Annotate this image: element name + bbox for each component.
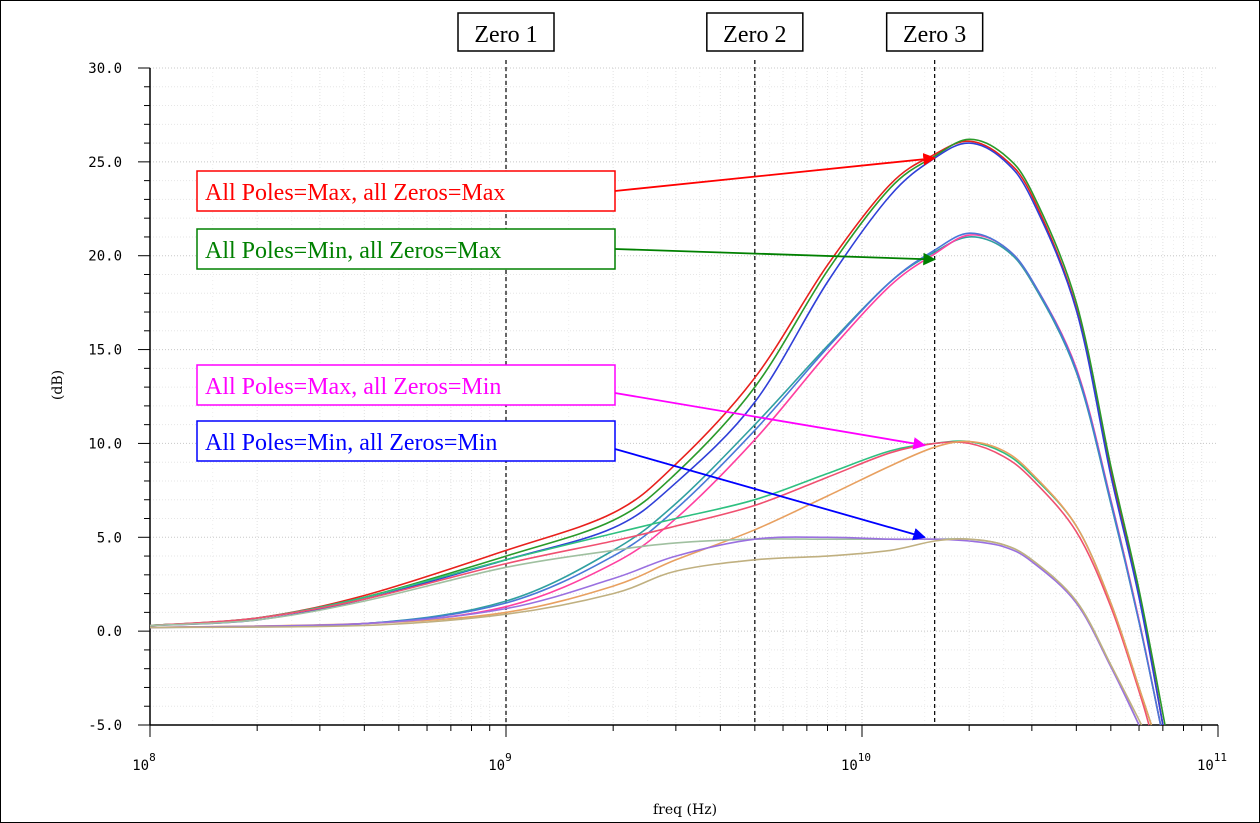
zero-marker-box [706, 12, 804, 52]
x-tick-exponent: 11 [1214, 751, 1227, 764]
annotation-label: All Poles=Min, all Zeros=Min [205, 430, 497, 456]
y-tick-label: 25.0 [88, 155, 122, 171]
x-tick-label: 1011 [1197, 751, 1227, 774]
y-tick-label: 0.0 [97, 624, 122, 640]
axis-titles: freq (Hz) (dB) [50, 370, 717, 818]
axes: 1081091010101130.025.020.015.010.05.00.0… [88, 61, 1227, 774]
annotation-arrow [614, 248, 936, 266]
series-line-5 [149, 232, 1162, 726]
y-tick-label: 20.0 [88, 249, 122, 265]
annotation-label: All Poles=Min, all Zeros=Max [205, 238, 501, 264]
series-line-1 [149, 138, 1166, 726]
x-tick-exponent: 9 [505, 751, 512, 764]
annotation-label: All Poles=Max, all Zeros=Max [205, 180, 505, 206]
series-line-6 [149, 440, 1153, 726]
x-tick-exponent: 8 [149, 751, 156, 764]
annotations: All Poles=Max, all Zeros=Max All Poles=Mi… [196, 152, 936, 541]
y-tick-label: 10.0 [88, 436, 122, 452]
y-tick-label: 15.0 [88, 343, 122, 359]
zero-marker-label: Zero 1 [474, 22, 537, 48]
x-tick-exponent: 10 [858, 751, 871, 764]
series-line-4 [149, 234, 1162, 726]
series-line-8 [149, 440, 1153, 726]
y-tick-label: 30.0 [88, 61, 122, 77]
annotation-arrow [614, 152, 936, 192]
annotation-label: All Poles=Max, all Zeros=Min [205, 374, 501, 400]
zero-marker-label: Zero 2 [723, 22, 786, 48]
series-line-3 [149, 236, 1162, 726]
annotation-arrow [614, 392, 926, 450]
y-axis-title: (dB) [50, 370, 66, 400]
x-tick-label: 108 [132, 751, 155, 774]
series-group [149, 138, 1166, 726]
annotation-box [196, 420, 616, 462]
series-line-10 [149, 536, 1140, 726]
x-axis-title: freq (Hz) [653, 802, 717, 818]
series-line-7 [149, 441, 1150, 726]
x-tick-label: 1010 [841, 751, 871, 774]
annotation-box [196, 170, 616, 212]
y-tick-label: 5.0 [97, 530, 122, 546]
zero-marker-label: Zero 3 [903, 22, 966, 48]
annotation-box [196, 364, 616, 406]
annotation-arrow [614, 448, 926, 541]
x-tick-label: 109 [488, 751, 511, 774]
zero-marker-box [885, 12, 984, 52]
zero-marker-box [457, 12, 555, 52]
y-tick-label: -5.0 [88, 718, 122, 734]
series-line-11 [149, 538, 1143, 726]
series-line-2 [149, 142, 1164, 726]
